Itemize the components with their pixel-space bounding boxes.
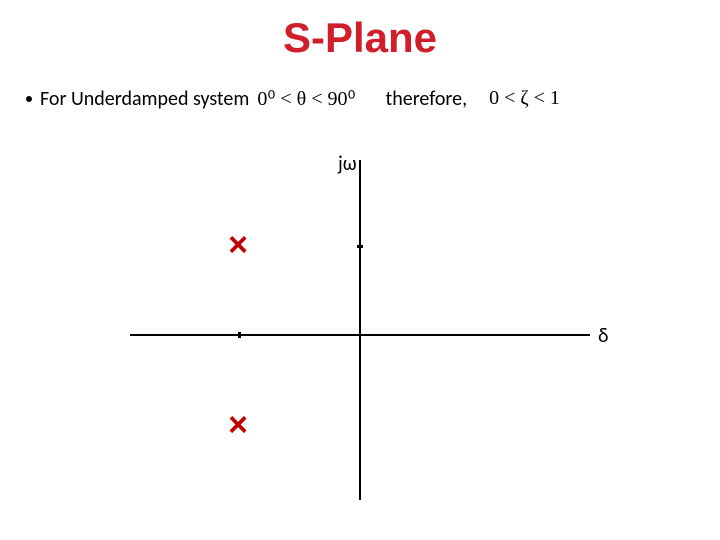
pole-x-icon: × bbox=[228, 408, 248, 442]
math-theta-range: 0⁰ < θ < 90⁰ bbox=[257, 86, 355, 111]
page-title: S-Plane bbox=[0, 14, 720, 62]
bullet-text-2: therefore, bbox=[386, 87, 468, 111]
bullet-dot-icon bbox=[26, 96, 32, 102]
x-axis-label: δ bbox=[598, 324, 608, 348]
pole-x-icon: × bbox=[228, 228, 248, 262]
axis-tick bbox=[238, 332, 241, 338]
bullet-text-1: For Underdamped system bbox=[40, 87, 249, 111]
bullet-underdamped: For Underdamped system 0⁰ < θ < 90⁰ ther… bbox=[26, 86, 560, 111]
math-zeta-range: 0 < ζ < 1 bbox=[489, 87, 560, 110]
y-axis-label: jω bbox=[338, 152, 357, 176]
y-axis bbox=[359, 160, 361, 500]
axis-tick bbox=[357, 245, 363, 248]
